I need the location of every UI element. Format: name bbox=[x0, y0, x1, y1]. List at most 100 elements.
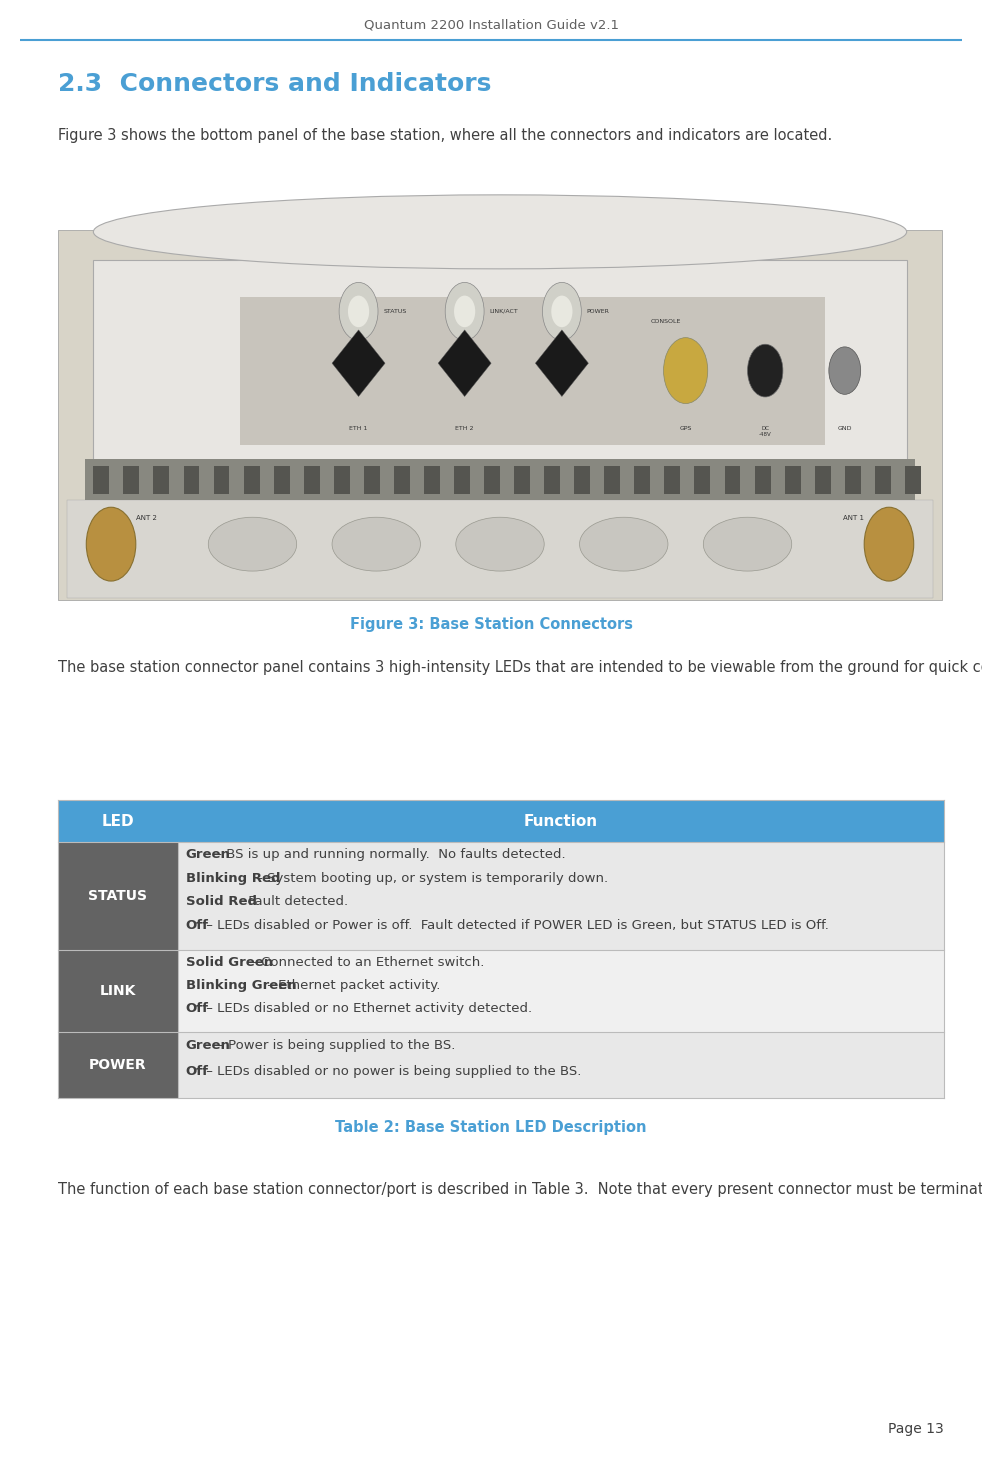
Circle shape bbox=[829, 347, 860, 394]
Ellipse shape bbox=[456, 517, 544, 571]
Text: Table 2: Base Station LED Description: Table 2: Base Station LED Description bbox=[335, 1120, 647, 1135]
Text: – Power is being supplied to the BS.: – Power is being supplied to the BS. bbox=[213, 1039, 456, 1053]
Ellipse shape bbox=[332, 517, 420, 571]
Bar bbox=[754, 466, 771, 493]
Bar bbox=[124, 466, 139, 493]
Circle shape bbox=[864, 507, 913, 581]
Text: STATUS: STATUS bbox=[88, 889, 147, 903]
Text: LINK/ACT: LINK/ACT bbox=[489, 309, 518, 313]
Text: Off: Off bbox=[186, 919, 208, 933]
Circle shape bbox=[542, 283, 581, 341]
Text: – LEDs disabled or no Ethernet activity detected.: – LEDs disabled or no Ethernet activity … bbox=[202, 1001, 532, 1015]
Text: - BS is up and running normally.  No faults detected.: - BS is up and running normally. No faul… bbox=[213, 849, 566, 861]
Bar bbox=[58, 950, 178, 1032]
Bar bbox=[394, 466, 409, 493]
Text: GND: GND bbox=[838, 426, 852, 430]
Polygon shape bbox=[332, 329, 385, 397]
Text: ANT 1: ANT 1 bbox=[844, 515, 864, 521]
Bar bbox=[544, 466, 560, 493]
Bar bbox=[213, 466, 230, 493]
Bar bbox=[424, 466, 440, 493]
Ellipse shape bbox=[579, 517, 668, 571]
Bar bbox=[184, 466, 199, 493]
Text: ETH 2: ETH 2 bbox=[456, 426, 474, 430]
Text: Figure 3 shows the bottom panel of the base station, where all the connectors an: Figure 3 shows the bottom panel of the b… bbox=[58, 127, 833, 143]
Text: POWER: POWER bbox=[586, 309, 610, 313]
Text: – Ethernet packet activity.: – Ethernet packet activity. bbox=[262, 979, 440, 991]
Text: DC
-48V: DC -48V bbox=[759, 426, 772, 436]
Text: Page 13: Page 13 bbox=[889, 1422, 944, 1436]
Bar bbox=[334, 466, 350, 493]
Bar bbox=[58, 842, 178, 950]
Circle shape bbox=[348, 296, 369, 328]
Bar bbox=[303, 466, 320, 493]
Text: ANT 2: ANT 2 bbox=[136, 515, 157, 521]
Circle shape bbox=[664, 338, 708, 404]
Text: LED: LED bbox=[101, 814, 135, 829]
Text: Function: Function bbox=[523, 814, 598, 829]
Circle shape bbox=[86, 507, 136, 581]
Text: Solid Red: Solid Red bbox=[186, 896, 256, 908]
Bar bbox=[58, 842, 944, 950]
Ellipse shape bbox=[208, 517, 297, 571]
Text: Green: Green bbox=[186, 849, 231, 861]
Polygon shape bbox=[535, 329, 588, 397]
Bar bbox=[84, 460, 915, 501]
Bar bbox=[58, 950, 944, 1032]
Bar bbox=[93, 466, 109, 493]
Bar bbox=[875, 466, 891, 493]
Bar bbox=[815, 466, 831, 493]
Circle shape bbox=[445, 283, 484, 341]
Bar bbox=[634, 466, 650, 493]
Bar bbox=[93, 259, 906, 496]
Text: The base station connector panel contains 3 high-intensity LEDs that are intende: The base station connector panel contain… bbox=[58, 660, 982, 675]
Bar bbox=[364, 466, 380, 493]
Bar bbox=[694, 466, 710, 493]
Text: Blinking Red: Blinking Red bbox=[186, 873, 280, 884]
Bar bbox=[240, 297, 825, 445]
Bar bbox=[845, 466, 860, 493]
Text: GPS: GPS bbox=[680, 426, 692, 430]
Text: ETH 1: ETH 1 bbox=[350, 426, 367, 430]
Text: Quantum 2200 Installation Guide v2.1: Quantum 2200 Installation Guide v2.1 bbox=[363, 18, 619, 31]
Circle shape bbox=[747, 344, 783, 397]
Bar bbox=[515, 466, 530, 493]
Circle shape bbox=[551, 296, 573, 328]
Text: Green: Green bbox=[186, 1039, 231, 1053]
Bar bbox=[604, 466, 621, 493]
Bar bbox=[665, 466, 681, 493]
Text: Off: Off bbox=[186, 1064, 208, 1078]
Bar bbox=[67, 501, 933, 597]
Text: The function of each base station connector/port is described in Table 3.  Note : The function of each base station connec… bbox=[58, 1181, 982, 1198]
Text: – LEDs disabled or Power is off.  Fault detected if POWER LED is Green, but STAT: – LEDs disabled or Power is off. Fault d… bbox=[202, 919, 829, 933]
Text: – System booting up, or system is temporarily down.: – System booting up, or system is tempor… bbox=[251, 873, 608, 884]
Text: LINK: LINK bbox=[99, 984, 136, 998]
Bar bbox=[904, 466, 921, 493]
Ellipse shape bbox=[93, 195, 906, 269]
Text: STATUS: STATUS bbox=[383, 309, 407, 313]
Text: Off: Off bbox=[186, 1001, 208, 1015]
Text: – LEDs disabled or no power is being supplied to the BS.: – LEDs disabled or no power is being sup… bbox=[202, 1064, 581, 1078]
Bar bbox=[484, 466, 500, 493]
Bar bbox=[454, 466, 470, 493]
Bar bbox=[58, 1032, 178, 1098]
Bar bbox=[725, 466, 740, 493]
Bar bbox=[58, 1032, 944, 1098]
Text: - Fault detected.: - Fault detected. bbox=[235, 896, 349, 908]
Ellipse shape bbox=[703, 517, 791, 571]
Bar bbox=[244, 466, 259, 493]
Text: POWER: POWER bbox=[89, 1058, 146, 1072]
Bar bbox=[785, 466, 800, 493]
Circle shape bbox=[454, 296, 475, 328]
Bar bbox=[58, 799, 944, 842]
Bar bbox=[153, 466, 169, 493]
Polygon shape bbox=[438, 329, 491, 397]
Text: Solid Green: Solid Green bbox=[186, 956, 273, 969]
Bar bbox=[274, 466, 290, 493]
Bar bbox=[574, 466, 590, 493]
Text: Figure 3: Base Station Connectors: Figure 3: Base Station Connectors bbox=[350, 616, 632, 632]
Text: CONSOLE: CONSOLE bbox=[650, 319, 681, 324]
Circle shape bbox=[339, 283, 378, 341]
Text: Blinking Green: Blinking Green bbox=[186, 979, 297, 991]
Bar bbox=[58, 230, 942, 600]
